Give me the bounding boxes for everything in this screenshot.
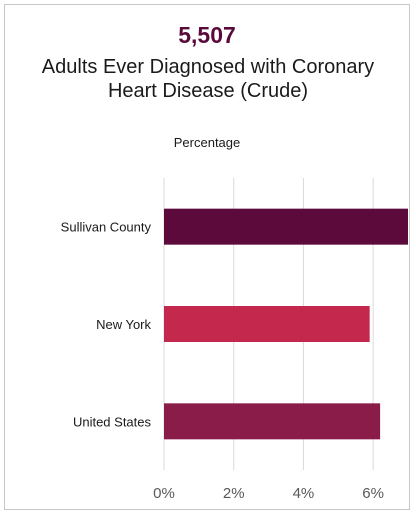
bar: [164, 403, 381, 440]
category-label: New York: [96, 317, 151, 332]
category-label: Sullivan County: [61, 220, 152, 235]
chart-title: Adults Ever Diagnosed with Coronary Hear…: [41, 56, 375, 102]
x-tick-label: 6%: [362, 485, 384, 502]
x-tick-label: 2%: [223, 485, 245, 502]
x-tick-label: 0%: [153, 485, 175, 502]
category-label: United States: [73, 414, 152, 429]
chart-subtitle: Percentage: [173, 135, 241, 150]
category-labels: Sullivan County New York United States: [61, 220, 152, 430]
headline-count: 5,507: [178, 22, 236, 48]
x-tick-label: 4%: [293, 485, 315, 502]
bars: [164, 208, 408, 440]
bar: [164, 306, 370, 342]
x-tick-labels: 0% 2% 4% 6%: [153, 485, 384, 502]
bar: [164, 208, 408, 245]
